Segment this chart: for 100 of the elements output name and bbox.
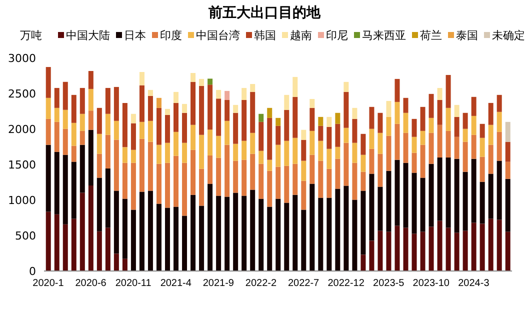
bar	[80, 130, 85, 145]
bar	[258, 164, 264, 199]
bar	[446, 158, 451, 228]
bar	[130, 123, 136, 150]
bar	[54, 122, 60, 152]
bar	[88, 185, 94, 271]
legend-label: 中国大陆	[65, 28, 110, 42]
bar	[156, 144, 162, 164]
bar	[267, 170, 272, 207]
bar	[292, 96, 298, 138]
bar	[216, 98, 222, 136]
bar	[96, 231, 102, 271]
bar	[437, 220, 442, 271]
bar	[318, 198, 324, 271]
y-tick-label: 3000	[8, 52, 36, 65]
bar	[54, 108, 60, 122]
bar	[105, 134, 110, 168]
bar	[326, 148, 332, 169]
bar	[208, 155, 213, 184]
bar	[276, 166, 281, 199]
bar	[369, 174, 374, 241]
bar	[190, 72, 196, 82]
bar	[130, 210, 136, 271]
bar	[208, 84, 213, 130]
bar	[199, 168, 204, 206]
bar	[480, 182, 485, 224]
bar	[224, 90, 230, 100]
bar	[165, 114, 170, 143]
bar	[224, 196, 230, 271]
bar	[437, 158, 442, 221]
bar	[46, 212, 51, 271]
bar	[412, 118, 417, 137]
bar	[471, 158, 476, 223]
bar	[182, 112, 188, 143]
bar	[403, 132, 408, 163]
bar	[454, 232, 460, 271]
bar	[156, 98, 162, 108]
bar	[360, 172, 366, 191]
bar	[378, 186, 383, 231]
bar	[480, 138, 485, 157]
bar	[462, 142, 468, 172]
bar	[462, 112, 468, 129]
bar	[139, 72, 144, 86]
x-tick-label: 2021-9	[202, 278, 234, 290]
bar	[139, 85, 144, 122]
bar	[46, 98, 51, 119]
x-tick-label: 2024-3	[458, 278, 490, 290]
bar	[310, 130, 315, 155]
bar	[71, 146, 76, 162]
bar	[496, 112, 502, 132]
y-tick-label: 1000	[8, 194, 36, 207]
bar	[199, 134, 204, 169]
bar	[105, 88, 110, 114]
bar	[394, 102, 400, 124]
bar	[310, 98, 315, 108]
bar	[318, 126, 324, 141]
bar	[130, 150, 136, 163]
bar	[88, 88, 94, 111]
bar	[233, 104, 238, 113]
bar	[394, 78, 400, 102]
bar	[446, 74, 451, 108]
bar	[344, 128, 349, 143]
y-tick-label: 0	[29, 264, 36, 278]
bar	[233, 112, 238, 144]
bar	[174, 92, 179, 103]
bar	[386, 100, 392, 117]
bar	[62, 82, 68, 110]
bar	[233, 144, 238, 161]
bar	[276, 126, 281, 145]
bar	[114, 140, 119, 191]
bar	[292, 76, 298, 97]
bar	[394, 124, 400, 160]
bar	[386, 116, 392, 136]
bar	[242, 100, 247, 141]
bar	[216, 90, 222, 99]
bar	[276, 198, 281, 271]
bar	[139, 122, 144, 139]
bar	[344, 92, 349, 128]
bar	[190, 194, 196, 271]
bar	[250, 132, 256, 154]
bar	[496, 132, 502, 161]
bar	[454, 116, 460, 137]
bar	[496, 220, 502, 271]
bar	[428, 94, 434, 118]
bar	[258, 122, 264, 151]
bar	[54, 152, 60, 214]
bar	[335, 124, 340, 147]
bar	[403, 228, 408, 271]
bar	[224, 120, 230, 145]
bar	[182, 162, 188, 216]
bar	[88, 70, 94, 89]
legend-label: 印度	[159, 28, 182, 42]
bar	[318, 160, 324, 198]
bar	[250, 84, 256, 92]
bar	[148, 142, 153, 191]
bar	[284, 166, 290, 203]
bar	[437, 124, 442, 158]
bar	[80, 192, 85, 271]
bar	[258, 198, 264, 271]
bar	[208, 78, 213, 85]
